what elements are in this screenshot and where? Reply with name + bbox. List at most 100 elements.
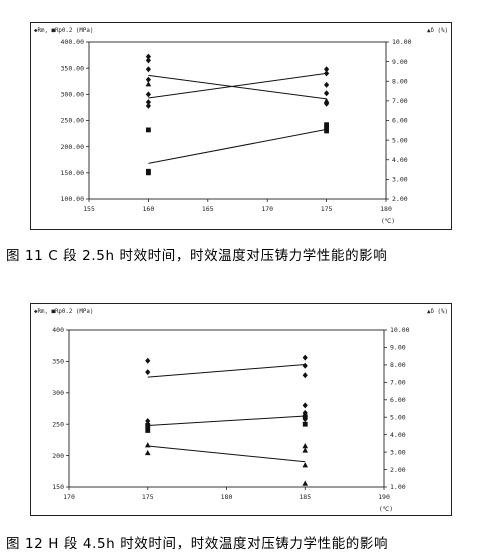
x-tick-label: 180 — [221, 493, 233, 501]
y-tick-label: 300.00 — [61, 91, 85, 99]
data-point-diamond — [145, 57, 151, 64]
data-point-triangle — [145, 81, 152, 87]
y2-tick-label: 10.00 — [390, 326, 410, 334]
data-point-diamond — [324, 70, 330, 77]
data-point-diamond — [145, 102, 151, 109]
y-tick-label: 200.00 — [61, 143, 85, 151]
x-tick-label: 180 — [380, 205, 392, 213]
y-tick-label: 200 — [52, 452, 64, 460]
data-point-diamond — [302, 362, 308, 369]
y2-tick-label: 5.00 — [392, 136, 408, 144]
legend-right: ▲δ (%) — [427, 28, 448, 34]
x-tick-label: 185 — [299, 493, 311, 501]
y2-tick-label: 7.00 — [390, 379, 406, 387]
data-point-triangle — [302, 443, 309, 449]
y-tick-label: 100.00 — [61, 195, 85, 203]
data-point-diamond — [145, 418, 151, 425]
data-point-diamond — [302, 402, 308, 409]
x-tick-label: 165 — [202, 205, 214, 213]
y2-tick-label: 9.00 — [390, 344, 406, 352]
chart-figure-12: ◆Rm, ■Rp0.2 (MPa) ▲δ (%) 150 200 250 300 350 40… — [34, 309, 448, 513]
data-point-diamond — [145, 76, 151, 83]
y2-tick-label: 3.00 — [392, 176, 408, 184]
y2-tick-label: 4.00 — [392, 156, 408, 164]
chart-figure-11: ◆Rm, ■Rp0.2 (MPa) ▲δ (%) 100.00 150.00 200.0… — [34, 28, 448, 225]
data-point-square — [145, 428, 151, 433]
data-point-diamond — [302, 372, 308, 379]
data-point-square — [302, 414, 308, 420]
x-unit-label: (℃) — [381, 218, 395, 225]
data-point-diamond — [145, 99, 151, 106]
legend-left: ◆Rm, ■Rp0.2 (MPa) — [34, 28, 93, 34]
chart-frame — [30, 22, 452, 230]
fit-line-diamond — [147, 364, 306, 378]
data-point-triangle — [302, 447, 309, 453]
y-tick-label: 150 — [52, 483, 64, 491]
legend-right: ▲δ (%) — [427, 309, 448, 315]
y2-tick-label: 2.00 — [392, 195, 408, 203]
data-point-triangle — [144, 449, 151, 456]
y2-tick-label: 3.00 — [390, 448, 406, 456]
fit-line-square — [147, 415, 306, 426]
data-point-triangle — [302, 480, 309, 486]
y-tick-label: 400 — [52, 326, 64, 334]
data-point-square — [324, 125, 329, 131]
x-tick-label: 175 — [142, 493, 154, 501]
y2-tick-label: 7.00 — [392, 97, 408, 105]
y2-tick-label: 4.00 — [390, 431, 406, 439]
figure-caption: 图 12 H 段 4.5h 时效时间，时效温度对压铸力学性能的影响 — [6, 536, 389, 552]
data-point-triangle — [302, 462, 309, 468]
y2-tick-label: 2.00 — [390, 466, 406, 474]
x-tick-label: 190 — [378, 493, 390, 501]
chart-frame — [30, 303, 452, 516]
figure-11: ◆Rm, ■Rp0.2 (MPa) ▲δ (%) 100.00 150.00 200.0… — [0, 0, 482, 272]
data-point-square — [324, 122, 329, 128]
x-tick-label: 160 — [143, 205, 155, 213]
y-tick-label: 350.00 — [61, 64, 85, 72]
data-point-triangle — [144, 442, 151, 448]
y-tick-label: 300 — [52, 389, 64, 397]
x-unit-label: (℃) — [379, 506, 393, 513]
y2-tick-label: 10.00 — [392, 38, 412, 46]
data-point-diamond — [145, 357, 151, 364]
data-point-diamond — [145, 66, 151, 73]
data-point-diamond — [324, 81, 330, 88]
y2-tick-label: 6.00 — [390, 396, 406, 404]
y2-tick-label: 8.00 — [390, 361, 406, 369]
x-tick-label: 155 — [83, 205, 95, 213]
data-point-square — [302, 421, 308, 427]
y-tick-label: 250 — [52, 420, 64, 428]
y-tick-label: 250.00 — [61, 117, 85, 125]
data-point-diamond — [324, 90, 330, 97]
data-point-diamond — [324, 100, 330, 107]
y2-tick-label: 8.00 — [392, 77, 408, 85]
y-tick-label: 150.00 — [61, 169, 85, 177]
data-point-diamond — [324, 66, 330, 73]
figure-12: ◆Rm, ■Rp0.2 (MPa) ▲δ (%) 150 200 250 300 350 40… — [0, 286, 482, 560]
y2-tick-label: 1.00 — [390, 483, 406, 491]
plot-area — [68, 329, 385, 488]
x-tick-label: 175 — [321, 205, 333, 213]
figure-caption: 图 11 C 段 2.5h 时效时间，时效温度对压铸力学性能的影响 — [6, 248, 388, 264]
y2-tick-label: 5.00 — [390, 413, 406, 421]
data-point-triangle — [323, 97, 330, 104]
plot-area — [88, 41, 387, 200]
fit-line-square — [148, 128, 327, 164]
fit-line-triangle — [147, 445, 306, 463]
y2-tick-label: 6.00 — [392, 117, 408, 125]
fit-line-triangle — [148, 74, 327, 100]
x-tick-label: 170 — [261, 205, 273, 213]
legend-left: ◆Rm, ■Rp0.2 (MPa) — [34, 309, 93, 315]
x-tick-label: 170 — [63, 493, 75, 501]
data-point-diamond — [145, 91, 151, 98]
data-point-square — [145, 423, 151, 428]
data-point-square — [146, 170, 151, 176]
data-point-diamond — [302, 354, 308, 361]
data-point-square — [146, 127, 151, 133]
data-point-diamond — [145, 53, 151, 60]
fit-line-diamond — [148, 72, 327, 99]
data-point-diamond — [145, 369, 151, 376]
y2-tick-label: 9.00 — [392, 58, 408, 66]
data-point-square — [324, 128, 329, 134]
y-tick-label: 400.00 — [61, 38, 85, 46]
